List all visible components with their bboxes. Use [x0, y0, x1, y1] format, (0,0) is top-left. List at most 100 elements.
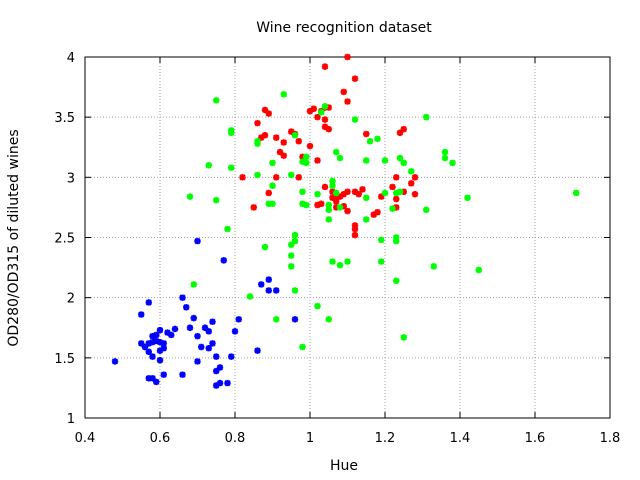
data-point: [299, 153, 306, 161]
data-point: [254, 138, 261, 145]
data-point: [408, 168, 415, 175]
data-point: [359, 186, 366, 193]
data-point: [400, 126, 407, 133]
data-point: [194, 237, 201, 245]
data-point: [213, 382, 220, 389]
y-axis-label: OD280/OD315 of diluted wines: [6, 129, 22, 346]
data-point: [254, 119, 261, 127]
data-point: [325, 316, 332, 323]
data-point: [291, 237, 299, 245]
data-point: [393, 234, 400, 241]
data-point: [366, 138, 374, 145]
data-point: [171, 325, 179, 333]
data-point: [254, 171, 261, 179]
data-point: [321, 183, 329, 191]
y-tick-label: 4: [67, 51, 75, 66]
data-point: [265, 110, 272, 117]
data-point: [344, 258, 351, 265]
data-point: [156, 338, 164, 346]
data-point: [224, 225, 231, 233]
data-point: [111, 358, 119, 365]
x-tick-label: 1.4: [450, 431, 471, 446]
data-point: [389, 183, 396, 191]
data-point: [333, 189, 340, 197]
data-point: [190, 314, 197, 322]
data-point: [441, 154, 449, 162]
data-point: [228, 164, 235, 171]
data-point: [393, 277, 400, 285]
data-point: [276, 148, 284, 156]
data-point: [213, 97, 220, 104]
data-point: [325, 126, 332, 133]
series-0: [239, 53, 419, 239]
data-point: [164, 329, 171, 336]
data-point: [145, 340, 152, 347]
data-point: [228, 129, 235, 137]
data-point: [153, 378, 160, 386]
data-point: [288, 263, 295, 270]
data-point: [160, 371, 167, 378]
data-point: [254, 347, 261, 354]
data-point: [393, 174, 400, 181]
data-point: [220, 257, 227, 264]
data-point: [423, 113, 430, 121]
data-point: [441, 148, 449, 156]
data-point: [213, 196, 220, 204]
data-point: [145, 375, 152, 382]
data-point: [370, 211, 377, 218]
x-tick-label: 0.8: [225, 431, 246, 446]
data-point: [261, 132, 269, 139]
data-point: [321, 63, 329, 70]
data-point: [269, 200, 276, 208]
data-point: [153, 337, 160, 345]
data-point: [378, 258, 385, 265]
data-point: [205, 345, 212, 352]
data-point: [314, 190, 321, 198]
data-point: [363, 157, 370, 164]
data-point: [216, 364, 224, 371]
data-point: [355, 190, 362, 198]
data-point: [400, 188, 407, 195]
data-point: [351, 116, 359, 123]
data-point: [160, 340, 167, 347]
data-point: [573, 189, 580, 197]
data-point: [344, 207, 351, 215]
data-point: [329, 177, 336, 185]
data-point: [231, 328, 239, 335]
x-tick-label: 0.6: [150, 431, 171, 446]
data-point: [336, 154, 344, 162]
data-point: [329, 182, 336, 189]
data-point: [306, 107, 314, 115]
data-point: [145, 299, 152, 306]
data-point: [288, 252, 295, 259]
data-point: [291, 287, 299, 294]
data-point: [295, 174, 302, 181]
data-point: [265, 287, 272, 294]
data-point: [393, 195, 400, 203]
data-point: [299, 343, 306, 351]
data-point: [179, 371, 186, 378]
data-point: [141, 343, 149, 351]
data-point: [261, 106, 269, 114]
data-point: [393, 204, 400, 211]
data-point: [325, 201, 332, 209]
data-point: [381, 157, 389, 164]
data-point: [449, 159, 456, 167]
data-point: [273, 287, 280, 294]
data-point: [291, 132, 299, 139]
data-point: [340, 88, 347, 96]
data-point: [288, 171, 295, 179]
data-point: [336, 261, 344, 269]
data-point: [329, 188, 336, 195]
axis-ticks: 0.4 0.6 0.8 1 1.2 1.4 1.6 1.8 1 1.5 2 2.5 3 3.5 4: [54, 51, 620, 446]
data-point: [340, 190, 347, 198]
data-point: [374, 209, 381, 216]
data-point: [318, 109, 325, 116]
data-point: [153, 331, 160, 339]
data-point: [209, 340, 216, 347]
data-point: [475, 266, 482, 274]
data-point: [325, 216, 332, 223]
data-point: [213, 353, 220, 360]
data-point: [269, 159, 276, 167]
